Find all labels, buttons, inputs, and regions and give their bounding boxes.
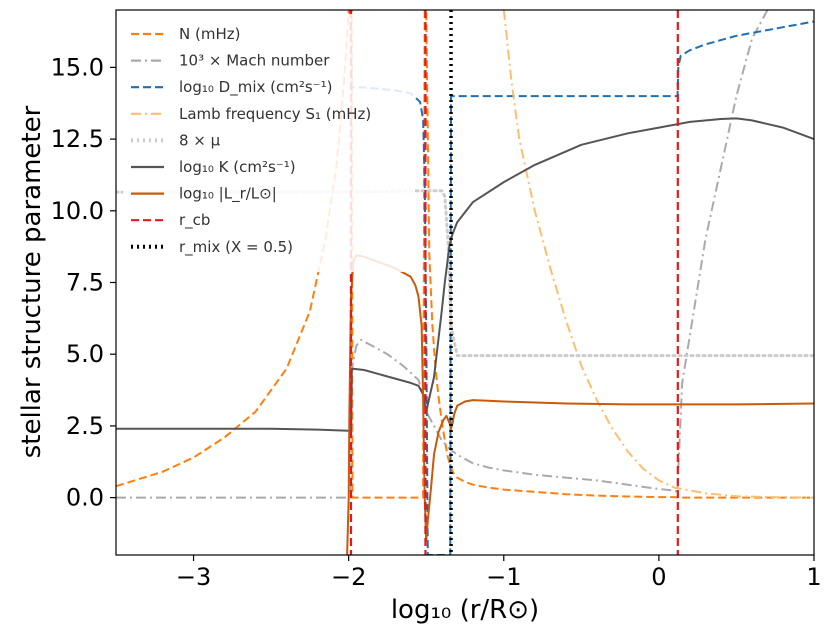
ticks-layer: −3 −2 −1 0 10.02.55.07.510.012.515.0 — [51, 53, 822, 591]
y-axis-label: stellar structure parameter — [17, 105, 47, 458]
y-tick-label: 15.0 — [51, 53, 104, 81]
legend: N (mHz) 10³ × Mach number log₁₀ D_mix (cm²… — [123, 14, 415, 272]
x-tick-label: −1 — [486, 563, 521, 591]
legend-background — [123, 14, 415, 272]
legend-label-4: 8 × μ — [179, 131, 221, 149]
y-tick-label: 7.5 — [66, 269, 104, 297]
y-tick-label: 0.0 — [66, 484, 104, 512]
series-2-line — [349, 10, 814, 555]
legend-label-7: r_cb — [179, 211, 210, 230]
legend-label-8: r_mix (X = 0.5) — [179, 238, 293, 257]
series-3-line — [502, 10, 814, 499]
x-axis-label: log₁₀ (r/R⊙) — [391, 595, 539, 625]
legend-label-2: log₁₀ D_mix (cm²s⁻¹) — [179, 78, 332, 97]
legend-label-5: log₁₀ K (cm²s⁻¹) — [179, 158, 296, 176]
y-tick-label: 12.5 — [51, 125, 104, 153]
x-tick-label: 0 — [651, 563, 666, 591]
x-tick-label: −2 — [331, 563, 366, 591]
x-tick-label: 1 — [806, 563, 821, 591]
series-6-line — [346, 254, 814, 555]
legend-label-3: Lamb frequency S₁ (mHz) — [179, 105, 371, 123]
y-tick-label: 2.5 — [66, 412, 104, 440]
legend-label-1: 10³ × Mach number — [179, 52, 330, 70]
y-tick-label: 5.0 — [66, 340, 104, 368]
legend-label-6: log₁₀ |L_r/L⊙| — [179, 185, 277, 204]
legend-label-0: N (mHz) — [179, 25, 240, 43]
y-tick-label: 10.0 — [51, 197, 104, 225]
x-tick-label: −3 — [176, 563, 211, 591]
series-0-line — [116, 10, 814, 499]
